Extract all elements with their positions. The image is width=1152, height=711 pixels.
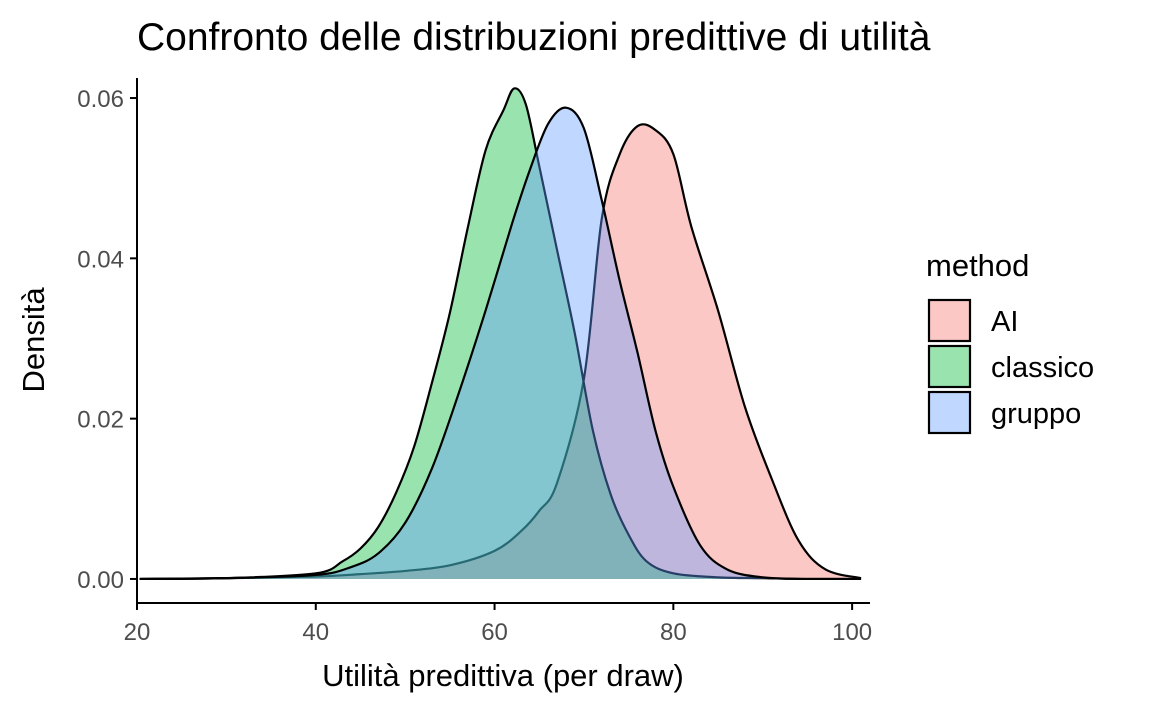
x-axis-ticks: 20 40 60 80 100 [124, 603, 872, 646]
density-line-ai [139, 123, 862, 581]
x-tick-label: 60 [481, 619, 508, 646]
legend-key-classico [927, 344, 972, 389]
density-line-gruppo [139, 106, 862, 581]
legend-key-gruppo [927, 390, 972, 435]
legend-key-bg-classico [929, 346, 970, 387]
y-axis-ticks: 0.00 0.02 0.04 0.06 [77, 86, 137, 594]
legend-title: method [926, 248, 1029, 283]
y-tick-label: 0.04 [77, 246, 124, 273]
chart-title: Confronto delle distribuzioni predittive… [137, 16, 931, 59]
y-tick-label: 0.06 [77, 86, 124, 113]
y-tick-label: 0.02 [77, 407, 124, 434]
legend-label-ai: AI [991, 306, 1018, 338]
legend-key-ai [927, 298, 972, 343]
y-tick-label: 0.00 [77, 567, 124, 594]
density-line-classico [139, 87, 862, 581]
legend-key-bg-ai [929, 300, 970, 341]
x-tick-label: 20 [124, 619, 151, 646]
legend: method AI classico gruppo [926, 248, 1094, 435]
x-axis-title: Utilità predittiva (per draw) [322, 658, 684, 693]
legend-label-gruppo: gruppo [991, 398, 1081, 430]
legend-label-classico: classico [991, 352, 1094, 384]
density-area-gruppo [139, 107, 862, 579]
x-tick-label: 40 [302, 619, 329, 646]
x-tick-label: 100 [832, 619, 872, 646]
x-tick-label: 80 [660, 619, 687, 646]
density-area-classico [139, 88, 862, 579]
plot-area [139, 87, 862, 581]
legend-key-bg-gruppo [929, 392, 970, 433]
density-area-ai [139, 124, 862, 579]
y-axis-title: Densità [16, 287, 51, 393]
